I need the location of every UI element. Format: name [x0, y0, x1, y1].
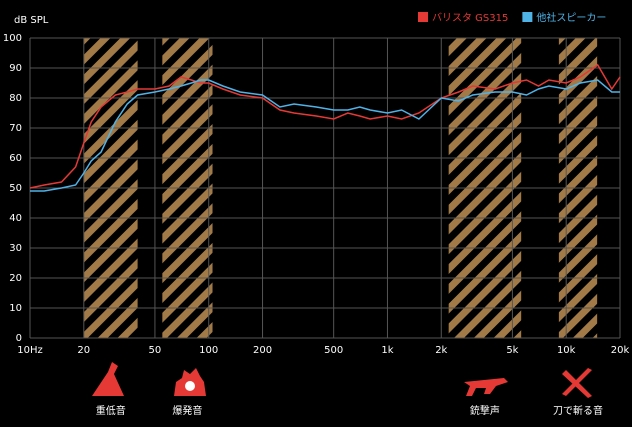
y-tick-label: 30	[9, 243, 22, 254]
y-tick-label: 40	[9, 213, 22, 224]
x-tick-label: 500	[324, 345, 343, 356]
x-tick-label: 20	[77, 345, 90, 356]
legend-swatch	[418, 12, 428, 22]
band-label: 爆発音	[172, 404, 202, 417]
y-tick-label: 90	[9, 63, 22, 74]
y-tick-label: 0	[16, 333, 22, 344]
gun-icon	[464, 378, 508, 396]
x-tick-label: 50	[149, 345, 162, 356]
explosion-core	[185, 381, 195, 391]
x-tick-label: 100	[199, 345, 218, 356]
bass-icon	[92, 362, 124, 396]
x-tick-label: 1k	[381, 345, 393, 356]
legend-label: バリスタ GS315	[432, 12, 508, 24]
legend-label: 他社スピーカー	[536, 11, 606, 24]
icons	[92, 362, 592, 398]
x-tick-label: 5k	[506, 345, 518, 356]
y-tick-label: 80	[9, 93, 22, 104]
band-label: 重低音	[96, 404, 126, 417]
y-tick-label: 20	[9, 273, 22, 284]
x-tick-label: 10k	[557, 345, 576, 356]
series-line	[29, 63, 621, 189]
y-tick-label: 100	[3, 33, 22, 44]
y-tick-label: 60	[9, 153, 22, 164]
series-line	[30, 79, 620, 192]
y-tick-label: 70	[9, 123, 22, 134]
sword-icon	[562, 368, 592, 398]
band-label: 銃撃声	[470, 404, 500, 417]
band-label: 刀で斬る音	[553, 404, 603, 417]
x-tick-label: 10Hz	[17, 345, 43, 356]
x-tick-label: 20k	[611, 345, 630, 356]
y-tick-label: 10	[9, 303, 22, 314]
y-axis-label: dB SPL	[14, 15, 49, 26]
x-tick-label: 200	[253, 345, 272, 356]
legend-swatch	[522, 12, 533, 22]
y-tick-label: 50	[9, 183, 22, 194]
x-tick-label: 2k	[435, 345, 447, 356]
